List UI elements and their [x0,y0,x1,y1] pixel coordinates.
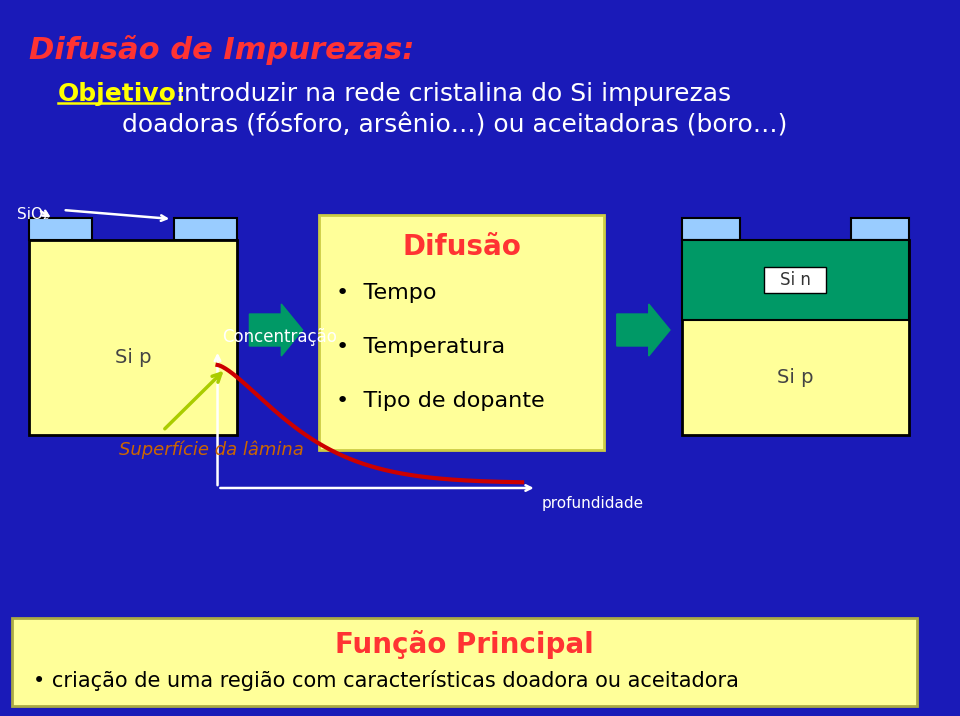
FancyArrow shape [617,304,670,356]
Text: •  Tipo de dopante: • Tipo de dopante [336,391,545,411]
Text: profundidade: profundidade [541,496,643,511]
FancyBboxPatch shape [851,218,909,240]
Text: introduzir na rede cristalina do Si impurezas: introduzir na rede cristalina do Si impu… [169,82,732,106]
Text: Concentração: Concentração [223,328,337,346]
Text: Objetivo:: Objetivo: [58,82,187,106]
FancyBboxPatch shape [682,240,909,435]
Text: •  Tempo: • Tempo [336,283,437,303]
FancyBboxPatch shape [682,218,739,240]
Text: Difusão: Difusão [402,233,521,261]
Text: doadoras (fósforo, arsênio…) ou aceitadoras (boro…): doadoras (fósforo, arsênio…) ou aceitado… [58,113,787,137]
Text: SiO₂: SiO₂ [17,207,50,222]
Text: Si p: Si p [114,348,151,367]
FancyBboxPatch shape [29,218,92,240]
FancyBboxPatch shape [764,267,827,293]
Text: • criação de uma região com características doadora ou aceitadora: • criação de uma região com característi… [33,670,739,691]
FancyArrow shape [250,304,302,356]
Text: Si p: Si p [777,368,813,387]
Text: Si n: Si n [780,271,810,289]
FancyBboxPatch shape [319,215,604,450]
FancyBboxPatch shape [682,240,909,320]
FancyBboxPatch shape [174,218,237,240]
FancyBboxPatch shape [12,618,917,706]
Text: Superfície da lâmina: Superfície da lâmina [119,441,304,459]
Text: Difusão de Impurezas:: Difusão de Impurezas: [29,35,415,65]
FancyBboxPatch shape [29,240,237,435]
Text: •  Temperatura: • Temperatura [336,337,506,357]
Text: Função Principal: Função Principal [335,630,593,659]
